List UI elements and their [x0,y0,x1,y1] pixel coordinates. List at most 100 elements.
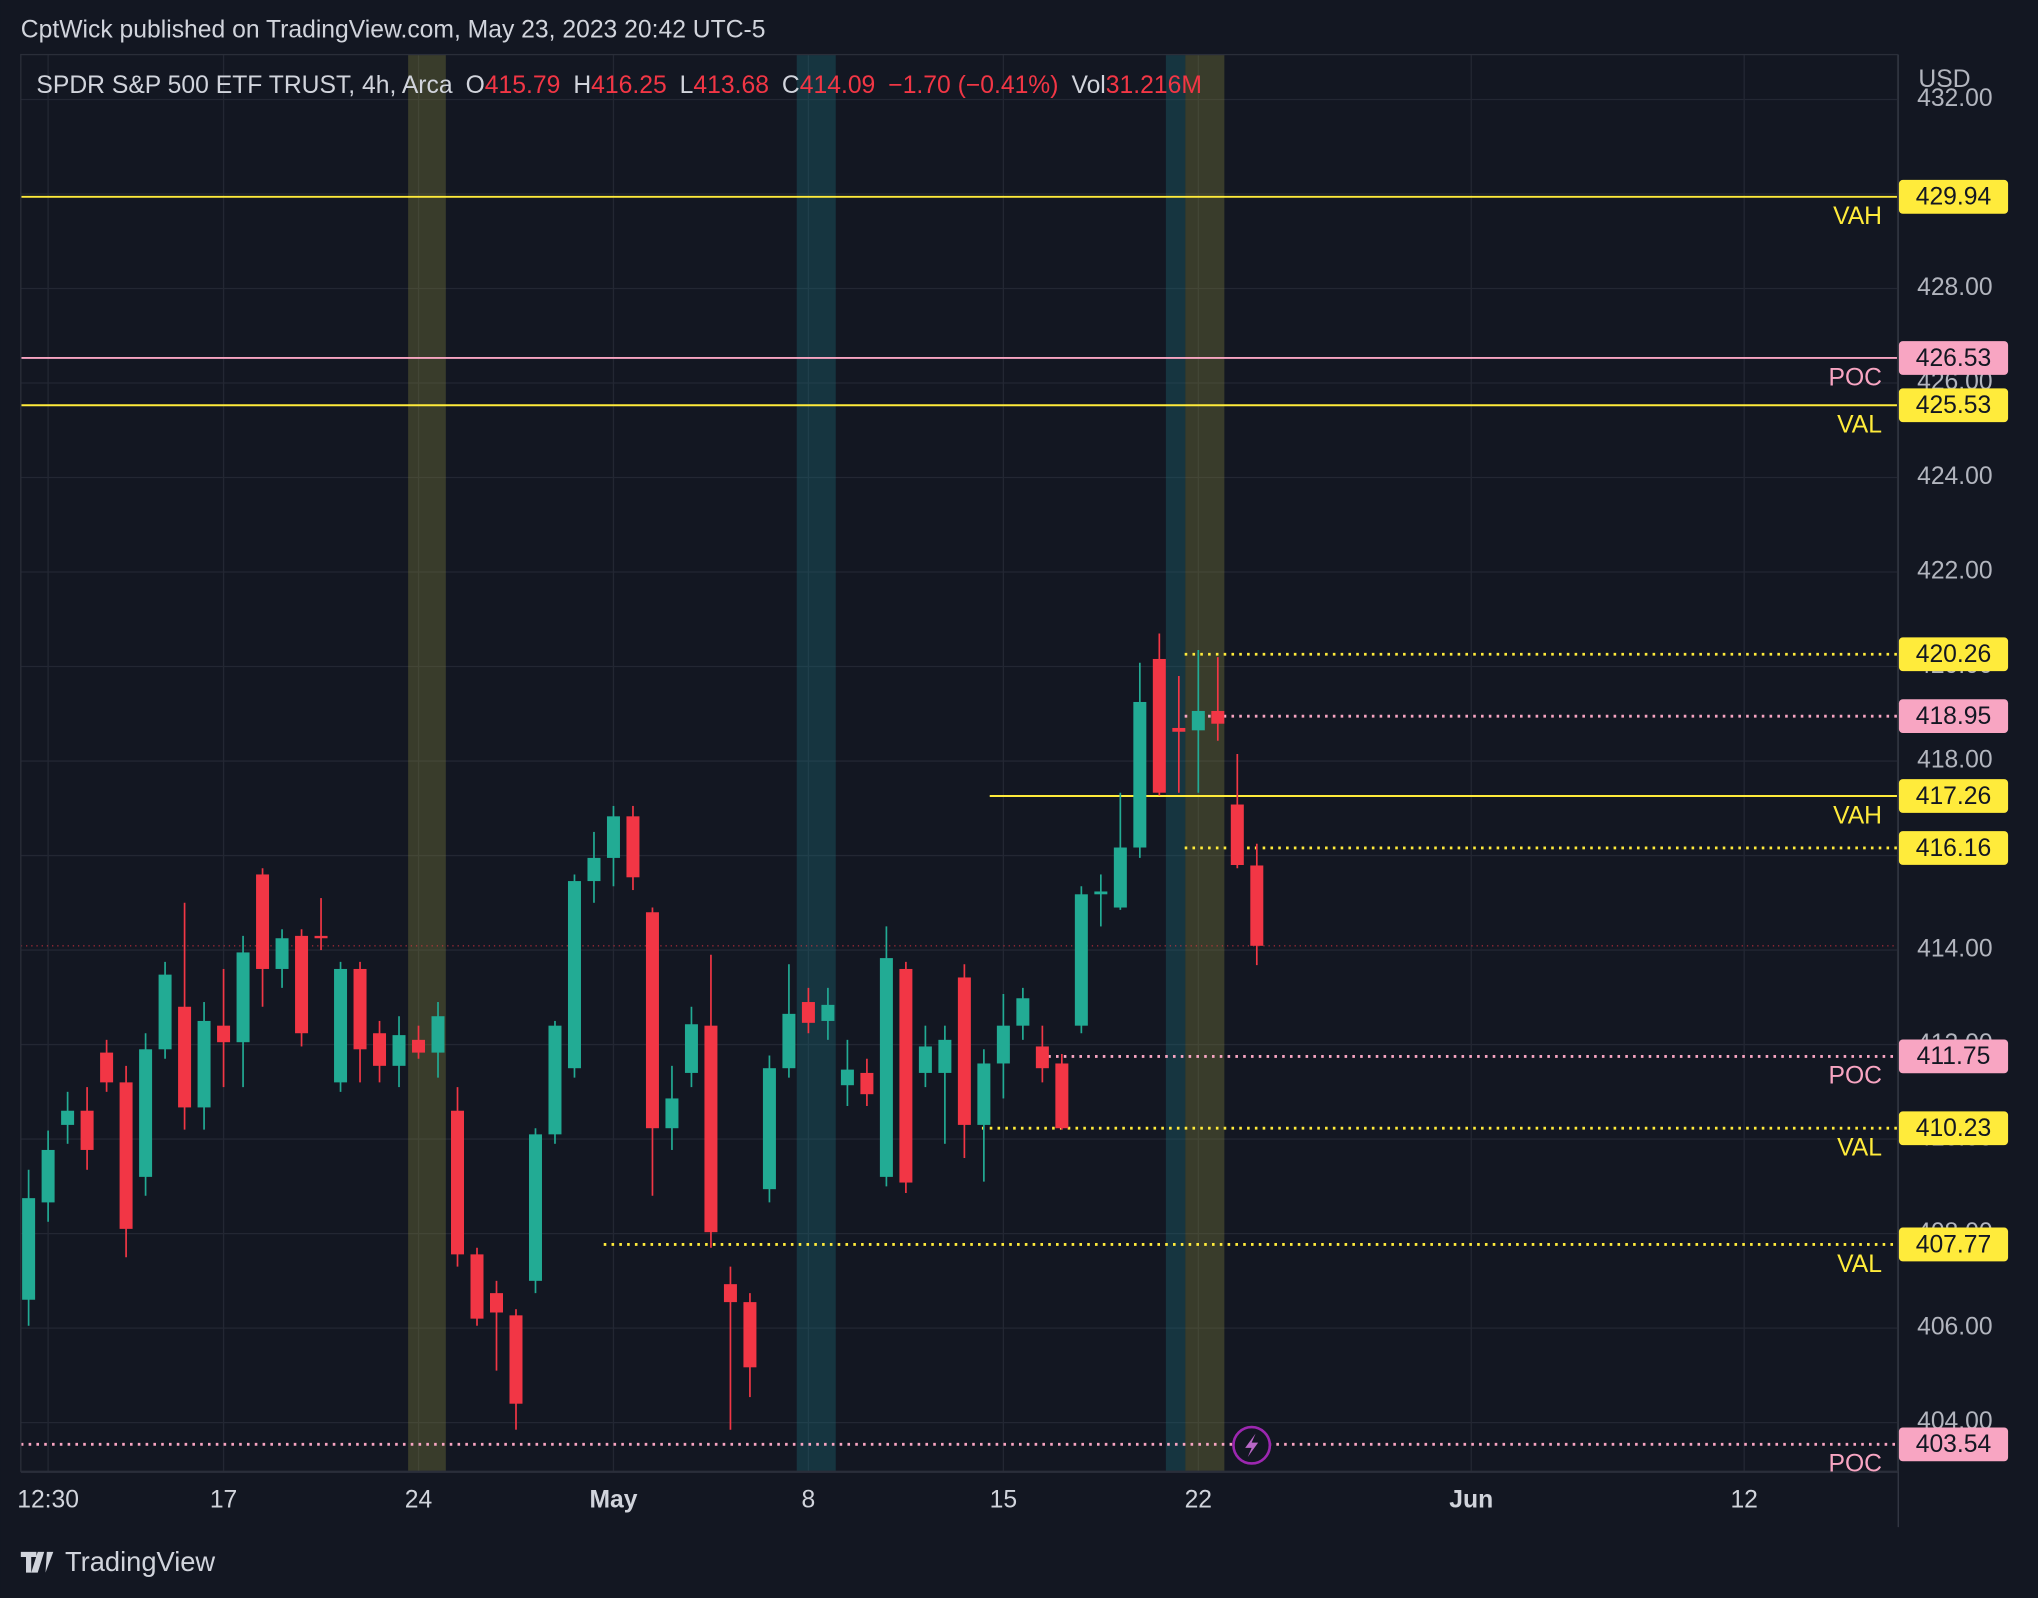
candle-body [1094,891,1108,895]
price-badge-label: 429.94 [1916,184,1992,211]
legend-label: H [573,71,591,98]
candle-body [119,1082,133,1229]
candle-body [392,1035,406,1066]
candle-body [1250,865,1264,946]
legend-change: −1.70 (−0.41%) [888,71,1058,98]
candle-body [80,1110,94,1150]
candle-body [743,1302,757,1368]
x-tick-label: 12:30 [17,1487,79,1514]
y-tick-label: 422.00 [1917,558,1993,585]
candle-body [938,1039,952,1073]
candle-body [1172,727,1186,732]
grid [20,54,1898,1472]
x-tick-label: 12 [1730,1487,1757,1514]
candle-body [1133,701,1147,848]
brand: TradingView [65,1546,215,1577]
candle-body [1211,710,1225,724]
candle-body [528,1134,542,1281]
candle-body [509,1315,523,1404]
price-badge-label: 407.77 [1916,1231,1992,1258]
price-badge-label: 411.75 [1917,1043,1991,1070]
level-label: POC [1829,1063,1883,1090]
candle-body [41,1149,55,1203]
candle-body [587,857,601,882]
price-badge-label: 410.23 [1916,1115,1992,1142]
candle-body [178,1006,192,1108]
legend-value: 413.68 [693,71,769,98]
candle-body [275,938,289,969]
legend-value: 414.09 [800,71,876,98]
y-tick-label: 428.00 [1917,274,1993,301]
legend-label: L [680,71,694,98]
candle-body [139,1049,153,1177]
price-badge [1898,1039,2009,1074]
price-badge-label: 416.16 [1916,835,1992,862]
candle-body [840,1069,854,1086]
candle-body [295,935,309,1034]
price-badge-label: 426.53 [1916,345,1992,372]
session-band [1185,54,1225,1472]
candle-body [100,1052,114,1083]
legend-label: C [782,71,800,98]
price-badge [1898,699,2009,734]
candles [22,633,1264,1430]
price-badge [1898,388,2009,423]
candle-body [470,1254,484,1319]
legend-value: 415.79 [485,71,561,98]
candle-body [489,1293,503,1313]
price-badge-label: 417.26 [1916,783,1992,810]
candle-body [567,881,581,1069]
brand-logo [20,1551,54,1573]
published-line: CptWick published on TradingView.com, Ma… [21,17,766,44]
candle-body [373,1033,387,1066]
candle-body [801,1002,815,1023]
session-band [1165,54,1186,1472]
price-badge-label: 425.53 [1916,392,1992,419]
price-badge [1898,341,2009,375]
y-tick-label: 414.00 [1917,936,1993,963]
candle-body [899,968,913,1183]
price-badge-label: 420.26 [1916,641,1992,668]
candle-body [665,1098,679,1129]
price-badge [1898,779,2009,813]
candle-body [1191,710,1205,731]
y-tick-label: 418.00 [1917,747,1993,774]
candle-body [977,1063,991,1125]
candle-body [606,816,620,858]
level-label: VAL [1837,412,1882,439]
candle-body [158,974,172,1050]
candle-body [645,912,659,1129]
candle-body [197,1020,211,1108]
candle-body [704,1025,718,1233]
candle-body [684,1024,698,1073]
candle-body [879,958,893,1177]
candle-body [723,1284,737,1303]
price-badge-label: 418.95 [1916,703,1992,730]
y-tick-label: 432.00 [1917,85,1993,112]
badges: 429.94 VAH 426.53 POC 425.53 VAL 420.26 418.95 4… [1829,179,2009,1478]
price-badge [1898,1227,2009,1262]
price-badge [1898,1111,2009,1146]
candle-body [217,1025,231,1043]
level-label: POC [1829,364,1883,391]
candle-body [334,968,348,1083]
legend-symbol: SPDR S&P 500 ETF TRUST, 4h, Arca [36,71,452,98]
x-tick-label: Jun [1449,1487,1493,1514]
candle-body [626,816,640,878]
legend-label: Vol [1071,71,1105,98]
price-badge [1898,831,2009,865]
candle-body [353,968,367,1050]
candle-body [996,1025,1010,1064]
x-tick-label: 15 [990,1487,1017,1514]
level-label: VAL [1837,1251,1882,1278]
x-tick-label: May [589,1487,637,1514]
candle-body [1230,804,1244,866]
candle-body [1152,658,1166,793]
candle-body [412,1039,426,1053]
legend-label: O [466,71,485,98]
price-badge-label: 403.54 [1916,1431,1992,1458]
legend: SPDR S&P 500 ETF TRUST, 4h, Arca O415.79 H… [36,71,1201,98]
price-badge [1898,1427,2009,1462]
